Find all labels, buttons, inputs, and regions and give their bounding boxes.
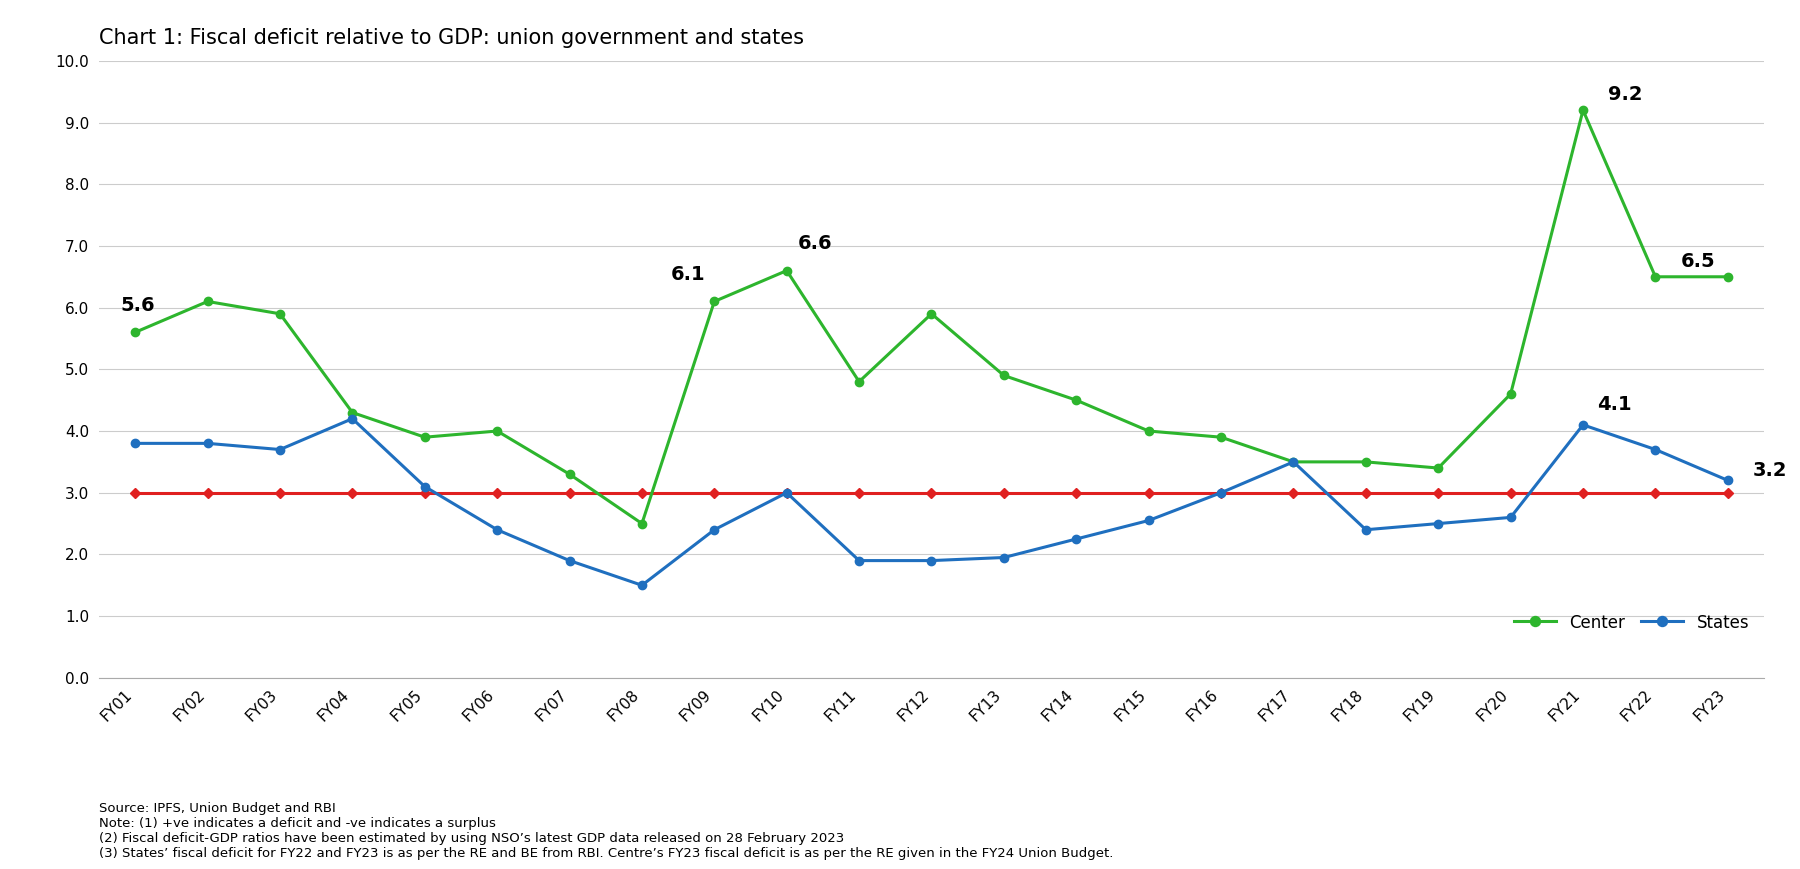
States [558, 555, 580, 566]
Center [196, 296, 218, 307]
Center [1499, 388, 1521, 399]
Center [1066, 395, 1087, 405]
Center [776, 265, 797, 275]
Text: 6.5: 6.5 [1681, 252, 1715, 270]
Center [342, 408, 364, 418]
Text: 6.6: 6.6 [797, 235, 832, 254]
Center [994, 370, 1015, 381]
States [920, 555, 943, 566]
Center [1717, 271, 1739, 282]
Center [124, 327, 146, 337]
States [1066, 534, 1087, 544]
Text: 3.2: 3.2 [1753, 461, 1787, 481]
States [342, 414, 364, 424]
States [270, 444, 292, 454]
Text: Source: IPFS, Union Budget and RBI
Note: (1) +ve indicates a deficit and -ve ind: Source: IPFS, Union Budget and RBI Note:… [99, 802, 1114, 860]
Center [1645, 271, 1667, 282]
States [196, 438, 218, 448]
Center [1571, 105, 1593, 116]
Center [848, 376, 869, 387]
States [1355, 525, 1377, 535]
States [1645, 444, 1667, 454]
Center [704, 296, 725, 307]
States [704, 525, 725, 535]
States [1571, 420, 1593, 430]
Center [558, 469, 580, 480]
Center [1283, 457, 1305, 468]
States [994, 553, 1015, 563]
Center [1138, 426, 1159, 436]
Center [1355, 457, 1377, 468]
Line: Center: Center [131, 106, 1732, 527]
Text: Chart 1: Fiscal deficit relative to GDP: union government and states: Chart 1: Fiscal deficit relative to GDP:… [99, 28, 805, 48]
Text: 9.2: 9.2 [1609, 85, 1643, 104]
Legend: Center, States: Center, States [1507, 607, 1755, 639]
Center [920, 308, 943, 319]
States [776, 488, 797, 498]
States [1138, 515, 1159, 526]
States [1427, 518, 1449, 528]
States [1717, 475, 1739, 486]
Text: 6.1: 6.1 [671, 265, 706, 284]
States [1283, 457, 1305, 468]
States [632, 580, 653, 591]
States [414, 481, 436, 492]
States [1210, 488, 1231, 498]
Text: 4.1: 4.1 [1597, 395, 1633, 414]
Center [414, 432, 436, 442]
Center [1427, 463, 1449, 474]
States [1499, 512, 1521, 522]
Center [270, 308, 292, 319]
States [486, 525, 508, 535]
Line: States: States [131, 415, 1732, 589]
Center [632, 518, 653, 528]
Center [1210, 432, 1231, 442]
Center [486, 426, 508, 436]
States [848, 555, 869, 566]
States [124, 438, 146, 448]
Text: 5.6: 5.6 [121, 296, 155, 315]
